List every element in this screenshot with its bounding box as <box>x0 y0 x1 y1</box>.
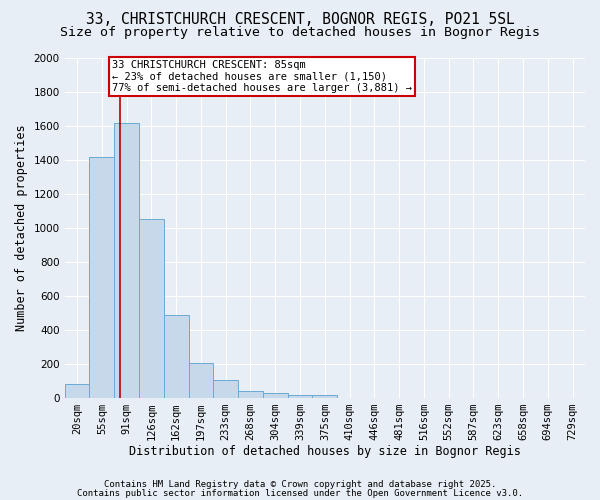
Bar <box>65 384 89 398</box>
Bar <box>313 394 337 398</box>
Bar <box>114 122 139 398</box>
Text: Contains HM Land Registry data © Crown copyright and database right 2025.: Contains HM Land Registry data © Crown c… <box>104 480 496 489</box>
Text: Contains public sector information licensed under the Open Government Licence v3: Contains public sector information licen… <box>77 489 523 498</box>
Bar <box>238 391 263 398</box>
Bar <box>214 380 238 398</box>
X-axis label: Distribution of detached houses by size in Bognor Regis: Distribution of detached houses by size … <box>129 444 521 458</box>
Text: 33, CHRISTCHURCH CRESCENT, BOGNOR REGIS, PO21 5SL: 33, CHRISTCHURCH CRESCENT, BOGNOR REGIS,… <box>86 12 514 28</box>
Bar <box>139 220 164 398</box>
Bar <box>89 156 114 398</box>
Bar <box>263 393 287 398</box>
Y-axis label: Number of detached properties: Number of detached properties <box>15 124 28 332</box>
Bar <box>188 363 214 398</box>
Text: 33 CHRISTCHURCH CRESCENT: 85sqm
← 23% of detached houses are smaller (1,150)
77%: 33 CHRISTCHURCH CRESCENT: 85sqm ← 23% of… <box>112 60 412 93</box>
Bar <box>287 394 313 398</box>
Bar <box>164 314 188 398</box>
Text: Size of property relative to detached houses in Bognor Regis: Size of property relative to detached ho… <box>60 26 540 39</box>
